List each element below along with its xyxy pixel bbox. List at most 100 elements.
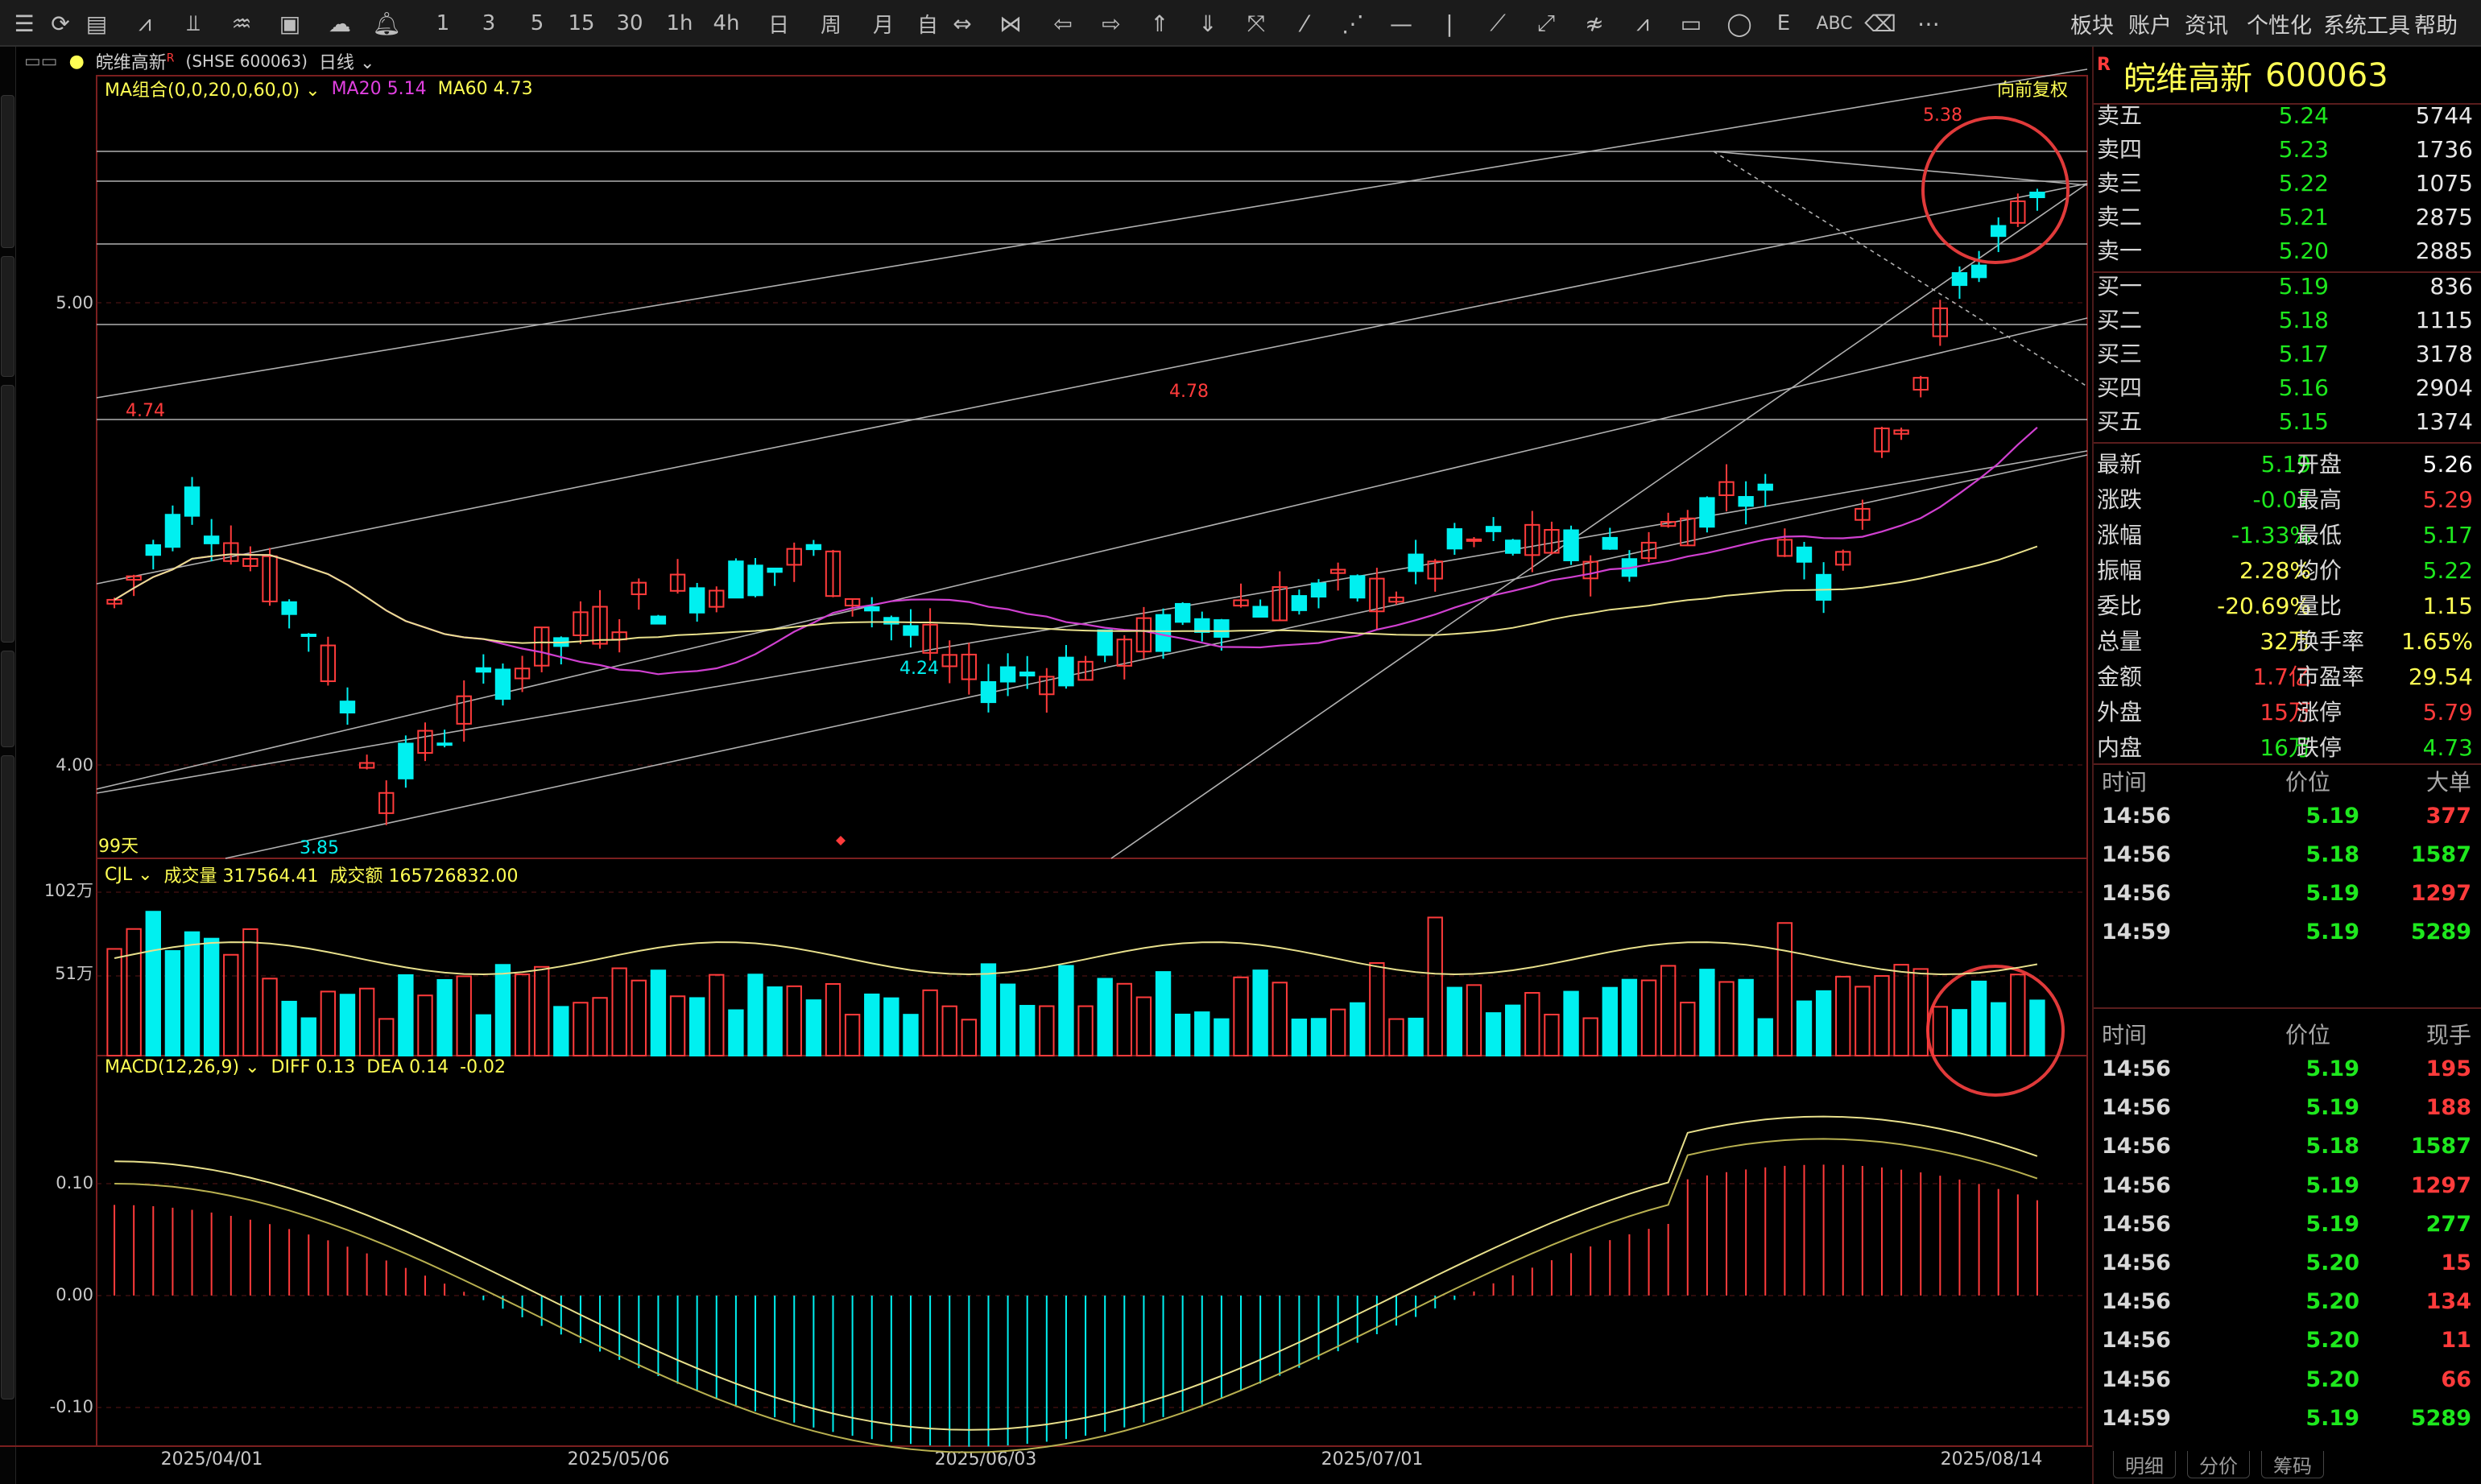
candle-body	[1369, 577, 1385, 613]
tick-volume: 11	[2441, 1328, 2471, 1354]
candle-body	[1329, 568, 1346, 574]
order-book-row[interactable]: 卖二 5.21 2875	[2094, 200, 2481, 234]
stat-label: 外盘	[2097, 699, 2143, 725]
arrow-right-icon[interactable]: ⇨	[1102, 10, 1121, 37]
macd-indicator-label[interactable]: MACD(12,26,9) ⌄	[105, 1057, 260, 1077]
left-right-arrows-icon[interactable]: ⇔	[953, 10, 972, 37]
period-button[interactable]: 周	[820, 13, 841, 38]
horizontal-line-icon[interactable]: —	[1390, 10, 1412, 37]
tab-chips[interactable]: 筹码	[2261, 1451, 2324, 1478]
volume-indicator-label[interactable]: CJL ⌄	[105, 864, 153, 885]
order-level: 卖五	[2097, 102, 2143, 129]
menu-item[interactable]: 账户	[2128, 13, 2172, 39]
more-icon[interactable]: ⋯	[1917, 10, 1940, 37]
order-book-row[interactable]: 卖四 5.23 1736	[2094, 133, 2481, 167]
layout-icon[interactable]: ▭▭	[24, 51, 58, 72]
bell-icon[interactable]: 🔔︎	[372, 10, 401, 37]
order-book-row[interactable]: 买四 5.16 2904	[2094, 371, 2481, 405]
date-label: 2025/06/03	[934, 1449, 1037, 1470]
fib-tool-icon[interactable]: E	[1776, 11, 1791, 35]
vertical-line-icon[interactable]: |	[1445, 10, 1453, 37]
side-tab-3[interactable]	[1, 385, 14, 643]
volume-bar	[1932, 1006, 1949, 1056]
stat-value: 2.28%	[2239, 557, 2311, 584]
side-tab-2[interactable]	[1, 256, 14, 377]
order-volume: 2904	[2415, 374, 2473, 401]
channel-tool-icon[interactable]: ≉	[1585, 10, 1604, 37]
candle-body	[475, 667, 492, 673]
order-book-row[interactable]: 买三 5.17 3178	[2094, 337, 2481, 371]
header-stock-name: 皖维高新R	[95, 52, 175, 73]
period-button[interactable]: 日	[767, 13, 789, 38]
menu-item[interactable]: 板块	[2070, 13, 2114, 39]
tab-detail[interactable]: 明细	[2113, 1451, 2176, 1478]
indicator-icon[interactable]: ♒	[231, 10, 252, 37]
order-book-row[interactable]: 卖五 5.24 5744	[2094, 99, 2481, 133]
adjust-mode[interactable]: 向前复权	[1997, 81, 2069, 101]
zoom-out-icon[interactable]: ⇓	[1198, 10, 1218, 37]
candle-body	[941, 654, 957, 668]
volume-bar	[592, 997, 608, 1056]
period-button[interactable]: 1h	[666, 11, 693, 35]
volume-bar	[1970, 980, 1987, 1057]
period-button[interactable]: 4h	[713, 11, 740, 35]
cloud-icon[interactable]: ☁	[329, 10, 351, 37]
menu-item[interactable]: 帮助	[2414, 13, 2458, 39]
candle-body	[1699, 497, 1715, 528]
kline-icon[interactable]: ⫫	[187, 10, 200, 36]
line-tool-icon[interactable]: ⁄	[1302, 10, 1307, 37]
order-book-row[interactable]: 买一 5.19 836	[2094, 270, 2481, 304]
period-button[interactable]: 1	[436, 11, 450, 35]
period-button[interactable]: 月	[872, 13, 894, 38]
menu-item[interactable]: 资讯	[2185, 13, 2228, 39]
volume-bar	[2010, 973, 2026, 1056]
high-price-label: 5.38	[1923, 105, 1962, 126]
highlight-circle	[1921, 116, 2070, 264]
circle-tool-icon[interactable]: ◯	[1726, 10, 1752, 37]
side-tab-1[interactable]	[1, 95, 14, 248]
volume-bar	[1155, 971, 1172, 1057]
order-book-row[interactable]: 卖一 5.20 2885	[2094, 234, 2481, 268]
order-book-row[interactable]: 卖三 5.22 1075	[2094, 167, 2481, 200]
menu-item[interactable]: 系统工具	[2323, 13, 2410, 39]
line-chart-icon[interactable]: ⩘	[139, 10, 151, 36]
candle-body	[1019, 672, 1036, 677]
zoom-in-icon[interactable]: ⇑	[1150, 10, 1169, 37]
period-button[interactable]: 5	[530, 11, 544, 35]
menu-item[interactable]: 个性化	[2247, 13, 2312, 39]
extend-line-icon[interactable]: ⤢	[1536, 10, 1556, 36]
tick-volume: 1297	[2410, 1172, 2471, 1198]
volume-bar	[358, 987, 375, 1056]
candle-body	[1233, 599, 1249, 607]
refresh-icon[interactable]: ⟳	[51, 10, 70, 37]
list-view-icon[interactable]: ▤	[85, 10, 108, 37]
tab-price-distribution[interactable]: 分价	[2187, 1451, 2250, 1478]
collapse-icon[interactable]: ⋈	[999, 10, 1022, 37]
period-button[interactable]: 3	[482, 11, 496, 35]
candle-body	[1893, 429, 1909, 435]
period-selector[interactable]: 日线 ⌄	[318, 53, 375, 73]
cursor-icon[interactable]: ⤧	[1247, 10, 1266, 36]
order-book-row[interactable]: 买二 5.18 1115	[2094, 304, 2481, 337]
candle-body	[844, 597, 861, 607]
order-book-row[interactable]: 买五 5.15 1374	[2094, 405, 2481, 439]
period-button[interactable]: 15	[568, 11, 595, 35]
segment-tool-icon[interactable]: ⟋	[1490, 10, 1506, 36]
volume-bar	[553, 1006, 569, 1056]
wave-tool-icon[interactable]: ⩘	[1636, 10, 1649, 36]
text-tool-icon[interactable]: ABC	[1816, 13, 1853, 34]
side-tab-4[interactable]	[1, 651, 14, 747]
stat-value: 4.73	[2422, 734, 2473, 761]
ray-tool-icon[interactable]: ⋰	[1342, 10, 1364, 37]
eraser-icon[interactable]: ⌫	[1864, 10, 1896, 37]
period-button[interactable]: 自	[916, 13, 938, 38]
side-tab-5[interactable]	[1, 755, 14, 1399]
candle-body	[903, 625, 919, 636]
overlay-icon[interactable]: ▣	[279, 10, 301, 37]
arrow-left-icon[interactable]: ⇦	[1053, 10, 1073, 37]
menu-icon[interactable]: ☰	[14, 10, 35, 37]
rectangle-tool-icon[interactable]: ▭	[1680, 10, 1702, 37]
ma-combo-label[interactable]: MA组合(0,0,20,0,60,0) ⌄	[105, 81, 320, 101]
period-button[interactable]: 30	[616, 11, 643, 35]
tick-time: 14:56	[2102, 1289, 2171, 1315]
